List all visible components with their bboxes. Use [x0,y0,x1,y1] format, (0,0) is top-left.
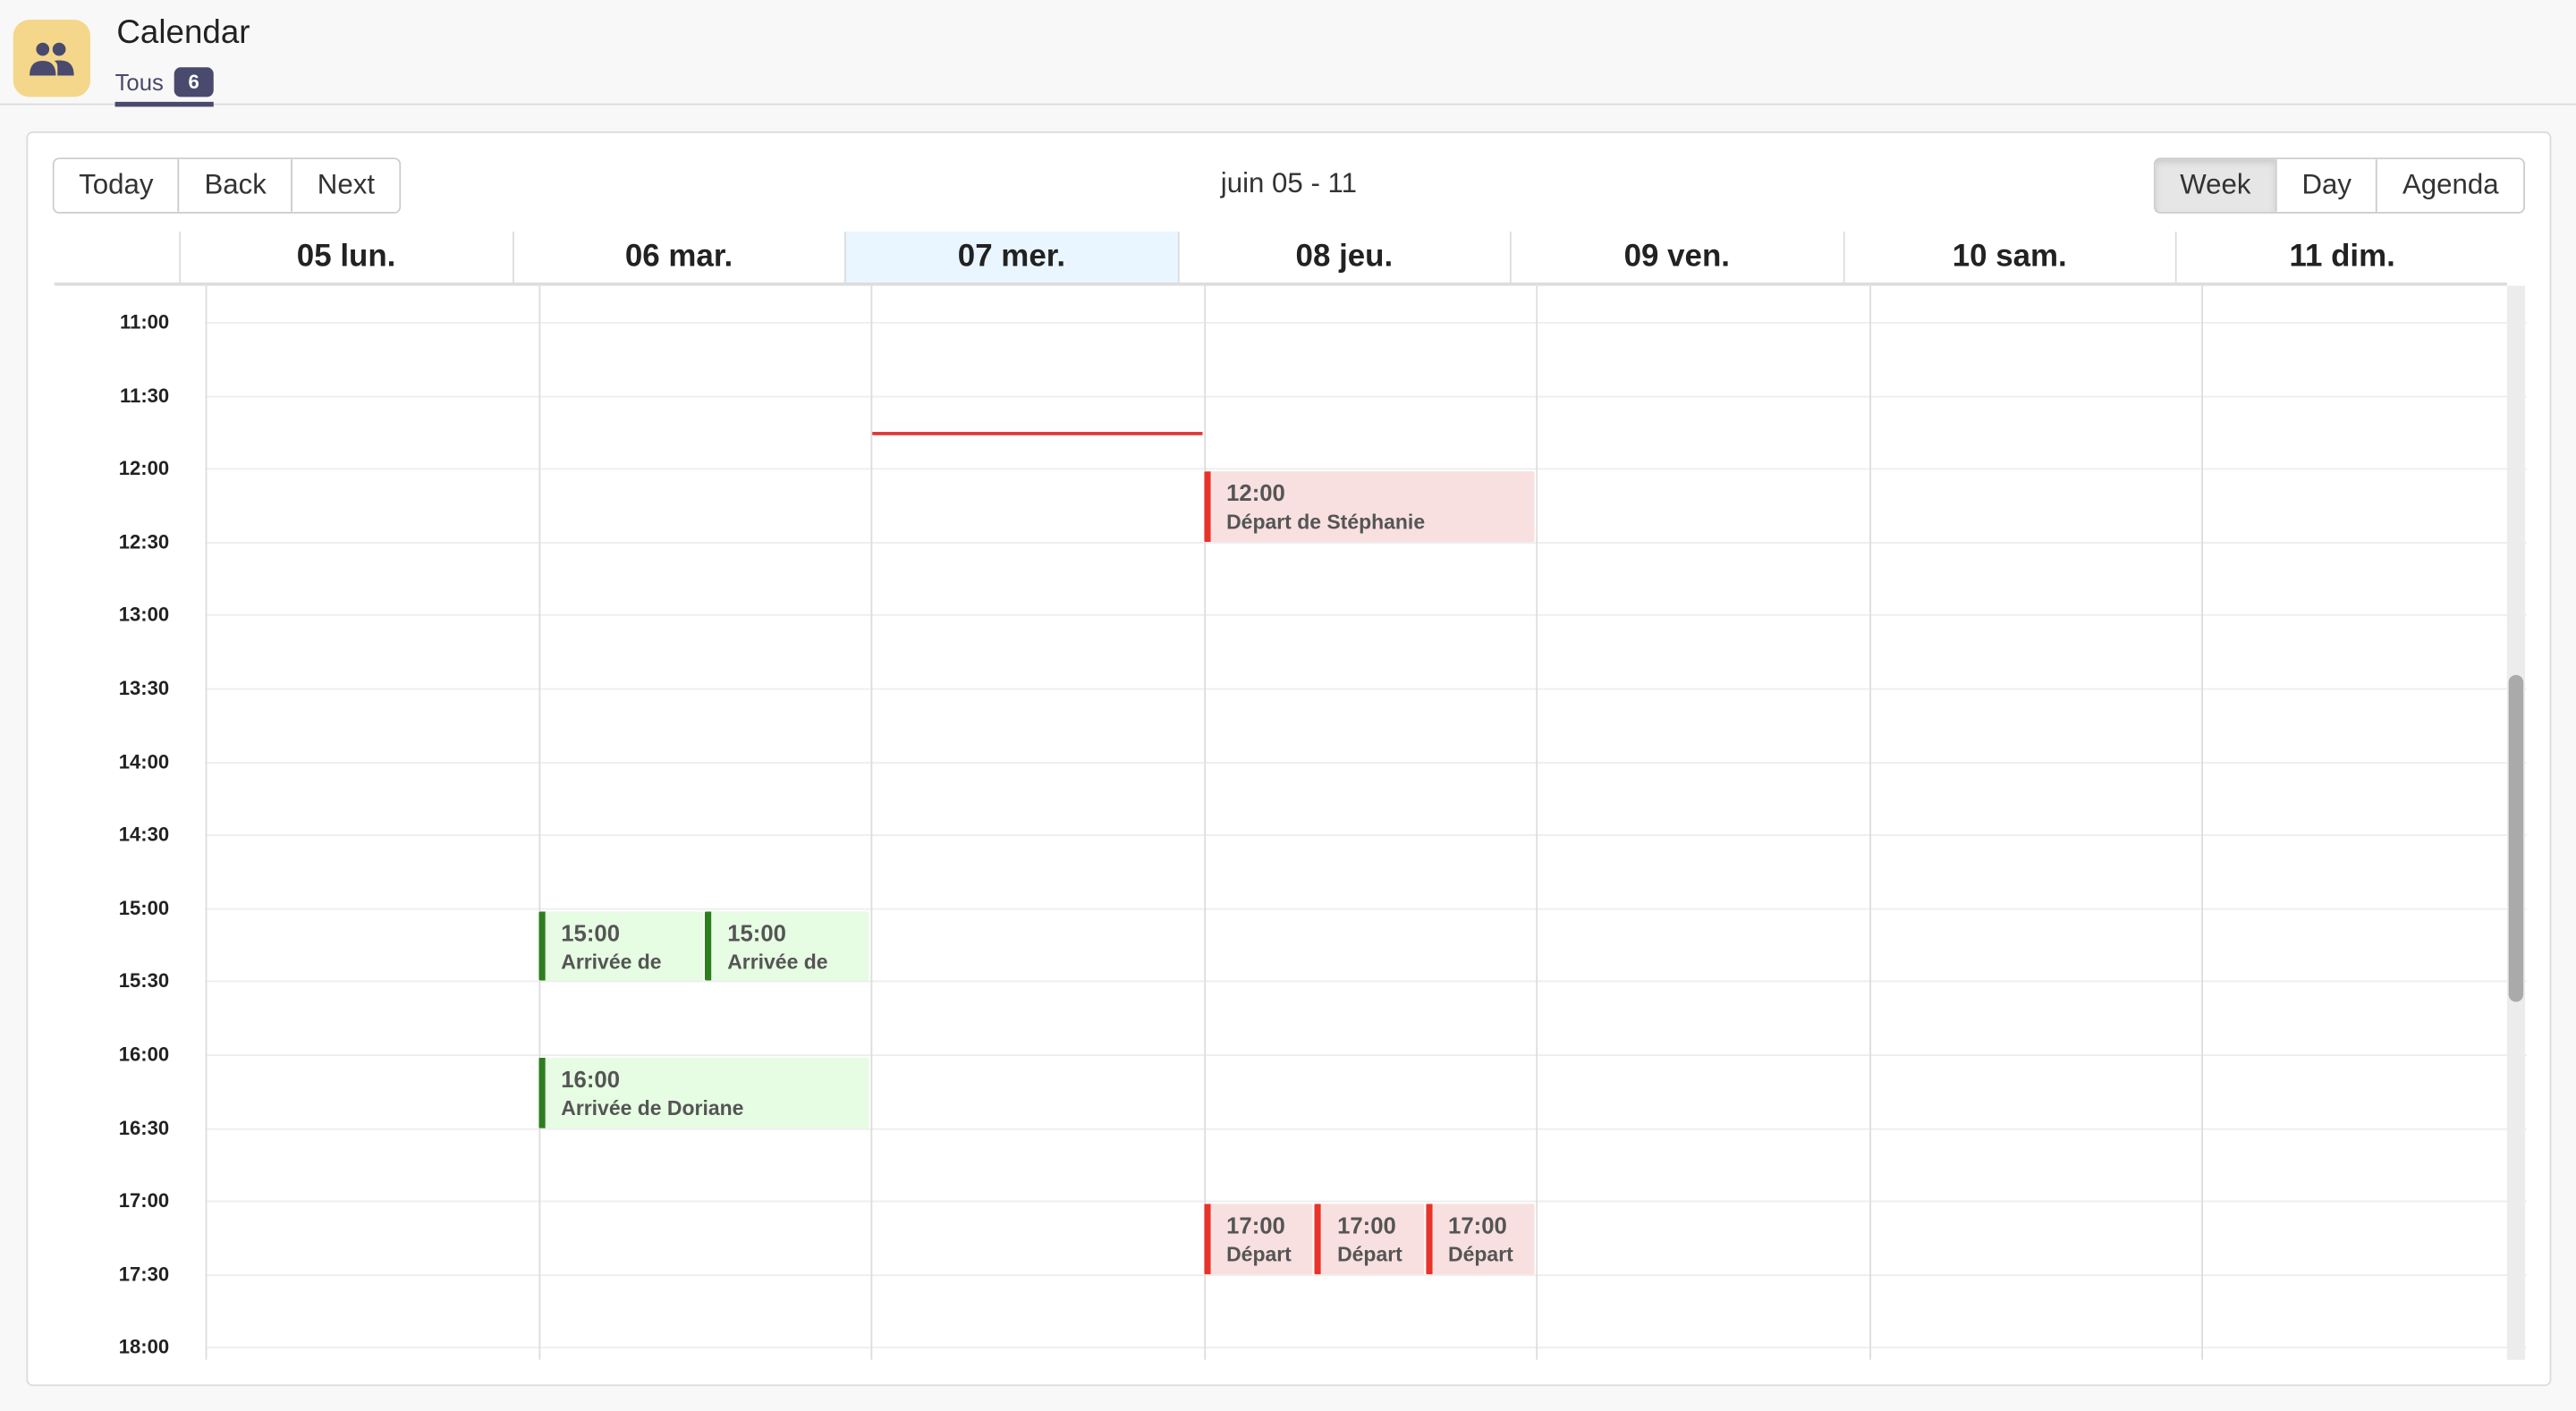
day-divider [538,285,540,1360]
count-badge: 6 [173,67,215,97]
slot-line [205,321,2527,324]
calendar-event[interactable]: 16:00 Arrivée de Doriane [538,1057,869,1128]
current-time-indicator [872,431,1202,435]
calendar: juin 05 - 11 Today Back Next Week Day Ag… [26,131,2552,1387]
time-label: 17:00 [118,1189,170,1212]
event-time: 17:00 [1226,1212,1285,1239]
day-divider [2201,285,2204,1360]
time-label: 11:00 [120,310,170,334]
time-label: 14:00 [118,749,170,773]
view-buttons: Week Day Agenda [2153,157,2526,214]
day-divider [205,285,208,1360]
day-header[interactable]: 11 dim. [2174,231,2508,283]
time-label: 15:00 [118,896,170,920]
slot-line [205,908,2527,910]
time-label: 14:30 [118,823,170,847]
next-button[interactable]: Next [291,159,400,212]
event-title: Départ [1226,1243,1292,1267]
day-header[interactable]: 08 jeu. [1176,231,1510,283]
agenda-view-button[interactable]: Agenda [2376,159,2524,212]
time-label: 18:00 [118,1335,170,1359]
calendar-event[interactable]: 15:00 Arrivée de [538,910,703,982]
week-view-button[interactable]: Week [2155,159,2276,212]
time-label: 13:30 [118,676,170,700]
slot-line [205,1200,2527,1203]
event-title: Arrivée de Doriane [561,1096,744,1120]
scrollbar[interactable] [2506,285,2526,1360]
scrollbar-thumb[interactable] [2508,674,2524,1001]
people-icon [13,20,91,97]
slot-line [205,834,2527,837]
day-header[interactable]: 09 ven. [1509,231,1843,283]
header-divider [54,282,2507,286]
slot-line [205,614,2527,617]
event-title: Départ de Stéphanie [1226,511,1426,535]
time-label: 16:00 [118,1043,170,1067]
time-grid[interactable]: 11:00 11:30 12:00 12:30 13:00 13:30 14:00 14:30… [55,285,2527,1360]
event-time: 15:00 [727,919,786,946]
slot-line [205,468,2527,470]
event-time: 17:00 [1337,1212,1396,1239]
slot-line [205,1273,2527,1276]
calendar-event[interactable]: 17:00 Départ [1203,1204,1313,1274]
event-title: Départ [1337,1243,1402,1267]
event-title: Arrivée de [727,951,828,974]
today-button[interactable]: Today [54,159,179,212]
day-divider [1536,285,1538,1360]
tab-tous[interactable]: Tous 6 [114,63,215,107]
app-header: Calendar Tous 6 [0,0,2576,107]
today-column [870,286,1203,1360]
slot-line [205,541,2527,544]
event-title: Arrivée de [561,951,662,974]
slot-line [205,981,2527,984]
time-label: 16:30 [118,1116,170,1139]
calendar-event[interactable]: 17:00 Départ [1314,1204,1424,1274]
slot-line [205,1347,2527,1349]
time-label: 12:00 [118,456,170,480]
day-divider [1203,285,1206,1360]
day-header[interactable]: 05 lun. [179,231,512,283]
tab-label: Tous [114,69,164,96]
day-view-button[interactable]: Day [2275,159,2377,212]
time-label: 12:30 [118,529,170,553]
event-time: 12:00 [1226,479,1285,507]
time-label: 13:00 [118,603,170,627]
slot-line [205,394,2527,397]
day-header[interactable]: 07 mer. [844,231,1177,283]
day-divider [1868,285,1871,1360]
page-title: Calendar [116,14,250,51]
time-label: 17:30 [118,1263,170,1286]
day-header[interactable]: 06 mar. [512,231,844,283]
day-divider [870,285,873,1360]
slot-line [205,761,2527,764]
slot-line [205,1128,2527,1129]
time-label: 15:30 [118,969,170,993]
calendar-event[interactable]: 15:00 Arrivée de [704,910,869,982]
calendar-event[interactable]: 17:00 Départ [1425,1204,1535,1274]
event-time: 16:00 [561,1066,621,1093]
time-label: 11:30 [120,384,170,407]
back-button[interactable]: Back [178,159,292,212]
event-time: 17:00 [1448,1212,1507,1239]
event-time: 15:00 [561,919,621,946]
calendar-event[interactable]: 12:00 Départ de Stéphanie [1203,471,1535,542]
slot-line [205,1054,2527,1056]
day-header[interactable]: 10 sam. [1842,231,2175,283]
slot-line [205,688,2527,690]
event-title: Départ [1448,1243,1513,1267]
nav-buttons: Today Back Next [52,157,402,214]
